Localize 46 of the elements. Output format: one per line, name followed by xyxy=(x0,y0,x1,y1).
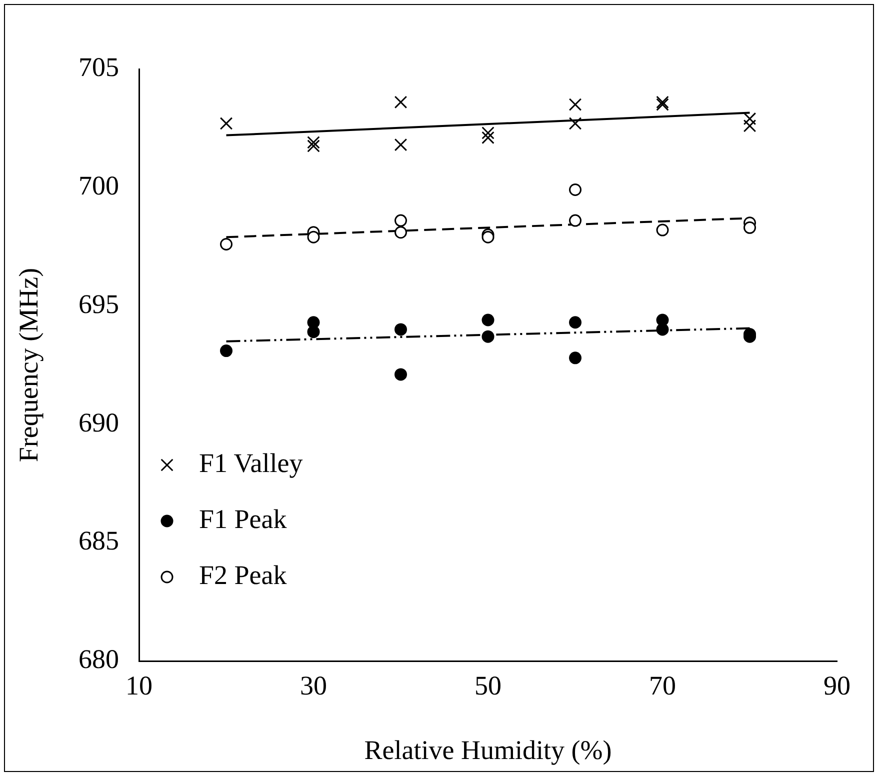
y-tick-label: 685 xyxy=(78,526,119,556)
point xyxy=(569,352,582,364)
y-tick-label: 690 xyxy=(78,407,119,438)
point xyxy=(743,119,756,132)
y-tick-label: 705 xyxy=(78,52,119,82)
point xyxy=(744,221,756,234)
point xyxy=(482,330,494,343)
legend-label: F2 Peak xyxy=(199,560,288,590)
point xyxy=(394,226,407,239)
x-tick-label: 30 xyxy=(300,670,327,700)
legend-label: F1 Valley xyxy=(199,448,304,478)
point xyxy=(220,238,232,250)
point xyxy=(568,117,582,130)
legend-label: F1 Peak xyxy=(199,504,288,534)
point xyxy=(569,316,582,329)
point xyxy=(307,326,320,338)
x-tick-label: 50 xyxy=(474,670,502,700)
y-tick-label: 695 xyxy=(78,288,119,319)
point xyxy=(307,230,320,244)
point xyxy=(394,323,407,336)
y-axis-title: Frequency (MHz) xyxy=(13,268,44,462)
point xyxy=(394,368,407,381)
y-tick-label: 700 xyxy=(78,170,119,200)
point xyxy=(307,140,320,152)
point xyxy=(656,98,669,111)
point xyxy=(569,184,582,196)
x-tick-label: 70 xyxy=(649,670,676,700)
point xyxy=(656,96,669,109)
point xyxy=(482,314,494,326)
point xyxy=(568,98,582,111)
point xyxy=(220,117,233,130)
point xyxy=(394,214,407,227)
point xyxy=(394,138,408,152)
y-tick-label: 680 xyxy=(78,644,119,674)
point xyxy=(307,136,320,149)
point xyxy=(569,214,582,227)
point xyxy=(656,224,669,236)
point xyxy=(394,96,408,109)
x-tick-label: 10 xyxy=(126,670,152,700)
point xyxy=(220,344,232,358)
x-tick-label: 90 xyxy=(824,670,850,700)
x-axis-title: Relative Humidity (%) xyxy=(364,734,612,765)
point xyxy=(482,126,494,140)
point xyxy=(656,323,669,336)
point xyxy=(482,131,494,144)
point xyxy=(743,112,756,126)
